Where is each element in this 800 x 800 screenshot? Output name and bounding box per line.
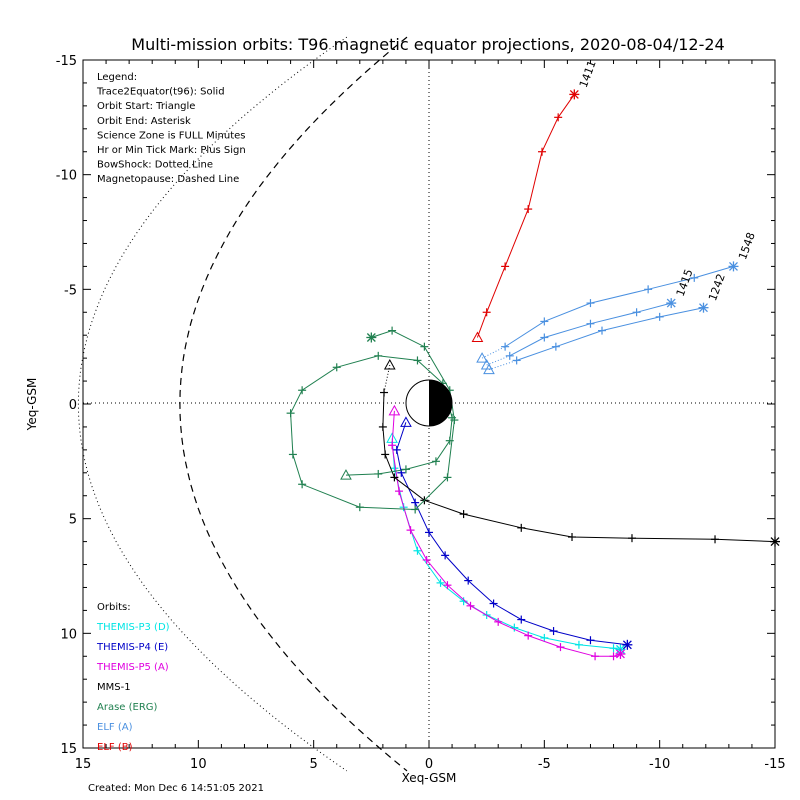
orbit-start-triangle	[400, 416, 412, 427]
orbit-start-triangle	[340, 469, 352, 480]
legend-line: Orbit Start: Triangle	[97, 101, 195, 112]
y-tick-label: -10	[56, 169, 77, 184]
series-themis-p5-a	[388, 404, 626, 661]
y-tick-label: 5	[69, 513, 77, 528]
boundary-curves	[77, 36, 408, 772]
chart-title: Multi-mission orbits: T96 magnetic equat…	[131, 35, 724, 54]
orbits-legend-entry: THEMIS-P4 (E)	[96, 642, 168, 653]
created-timestamp: Created: Mon Dec 6 14:51:05 2021	[88, 783, 264, 794]
orbit-start-triangle	[471, 331, 484, 342]
legend-line: BowShock: Dotted Line	[97, 160, 213, 171]
orbits-legend-entry: THEMIS-P3 (D)	[96, 622, 170, 633]
orbit-line	[396, 422, 628, 646]
x-axis-label: Xeq-GSM	[402, 771, 457, 785]
orbit-line-dotted	[486, 355, 510, 366]
x-tick-label: 0	[425, 757, 433, 772]
orbit-start-triangle	[476, 352, 488, 363]
legend-line: Legend:	[97, 72, 137, 83]
magnetopause-dashed-line	[179, 36, 408, 772]
earth-night-side	[429, 380, 452, 426]
x-tick-label: -5	[538, 757, 551, 772]
y-tick-label: 10	[60, 627, 77, 642]
x-tick-label: -10	[649, 757, 670, 772]
orbit-end-asterisk	[729, 261, 738, 271]
axis-ticks: 15 10 5 0 -5 -10 -15 -15 -10 -5 0 5 10 15	[56, 54, 786, 772]
orbits-legend-entry: ELF (B)	[97, 742, 133, 753]
legend-line: Orbit End: Asterisk	[97, 116, 191, 127]
orbit-line-dotted	[488, 359, 517, 371]
orbit-end-asterisk	[615, 649, 625, 659]
orbits-legend-entry: MMS-1	[97, 682, 131, 693]
orbits-legend-entry: Arase (ERG)	[97, 702, 158, 713]
y-tick-label: 0	[69, 398, 77, 413]
orbit-end-asterisk	[622, 640, 632, 650]
y-tick-label: -5	[64, 283, 77, 298]
orbit-end-asterisk	[666, 298, 676, 308]
legend-line: Trace2Equator(t96): Solid	[96, 87, 225, 98]
orbit-end-asterisk	[770, 537, 780, 547]
bow-shock-dotted-line	[77, 36, 348, 772]
orbit-start-triangle	[483, 363, 495, 375]
orbit-start-triangle	[388, 404, 401, 416]
orbit-start-triangle	[383, 358, 396, 370]
x-tick-label: 15	[75, 757, 92, 772]
legend-line: Magnetopause: Dashed Line	[97, 174, 239, 185]
y-axis-label: Yeq-GSM	[25, 378, 39, 432]
earth-symbol	[405, 379, 453, 427]
legend-line: Hr or Min Tick Mark: Plus Sign	[97, 145, 246, 156]
orbit-line	[504, 265, 734, 348]
orbit-end-asterisk	[699, 303, 708, 313]
series-mms-1	[378, 358, 780, 547]
orbit-line-dotted	[481, 346, 506, 359]
legend-line: Science Zone is FULL Minutes	[97, 130, 246, 141]
orbits-legend-entry: THEMIS-P5 (A)	[96, 662, 169, 673]
x-tick-label: -15	[764, 757, 785, 772]
orbits-header: Orbits:	[97, 602, 131, 613]
legend: Legend: Trace2Equator(t96): Solid Orbit St…	[96, 72, 246, 753]
orbit-end-asterisk	[569, 89, 579, 99]
series-themis-p4-e	[392, 416, 633, 650]
y-tick-label: 15	[60, 742, 77, 757]
orbits-legend-entry: ELF (A)	[97, 722, 133, 733]
x-tick-label: 10	[190, 757, 207, 772]
orbit-end-asterisk	[366, 333, 376, 342]
x-tick-label: 5	[310, 757, 318, 772]
y-tick-label: -15	[56, 54, 77, 69]
